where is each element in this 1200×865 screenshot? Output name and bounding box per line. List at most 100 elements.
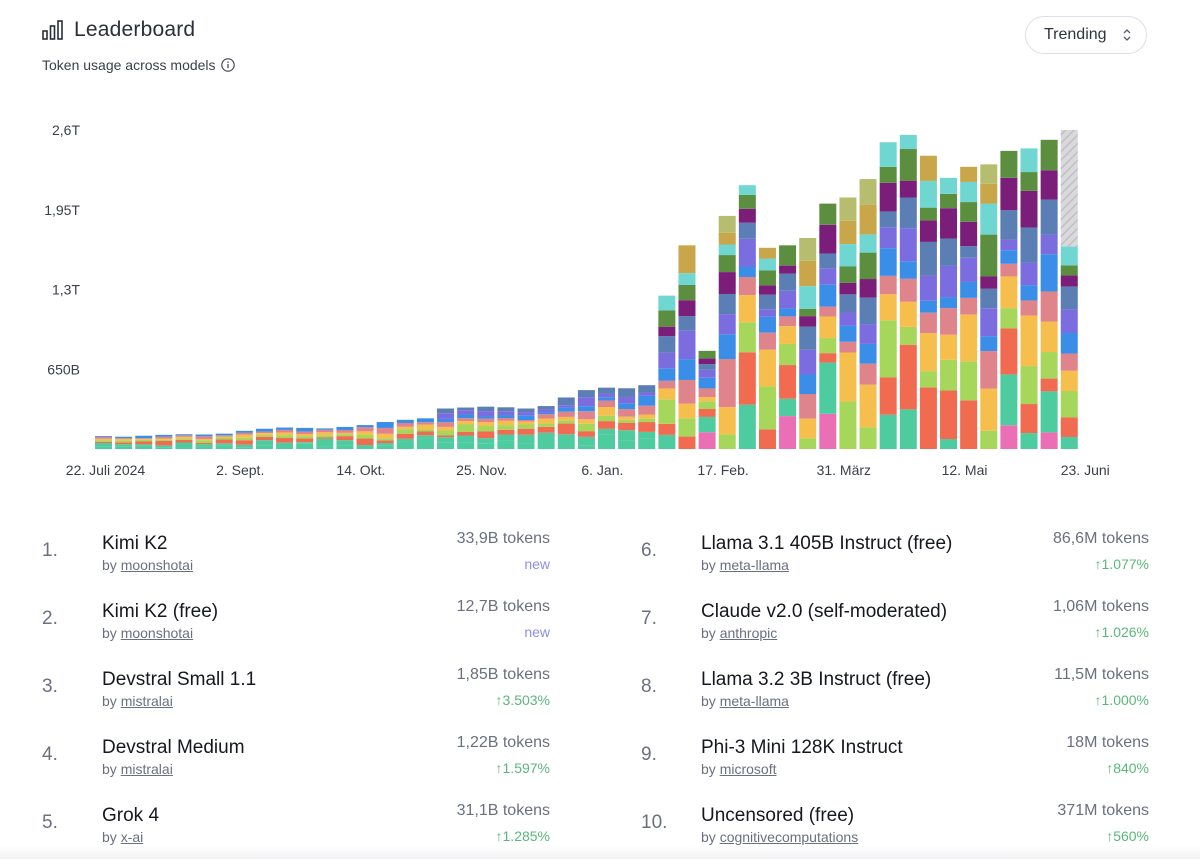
chart-bar[interactable] bbox=[316, 428, 334, 449]
model-name[interactable]: Uncensored (free) bbox=[701, 805, 855, 826]
chart-bar-segment bbox=[577, 419, 595, 424]
info-icon[interactable] bbox=[220, 58, 235, 72]
chart-bar[interactable] bbox=[296, 427, 314, 449]
chart-bar[interactable] bbox=[235, 430, 253, 449]
leaderboard-item[interactable]: 2. Kimi K2 (free) by moonshotai 12,7B token… bbox=[42, 593, 550, 661]
chart-bar[interactable] bbox=[437, 408, 455, 449]
chart-bar[interactable] bbox=[1060, 130, 1078, 449]
chart-bar[interactable] bbox=[658, 295, 676, 449]
model-name[interactable]: Llama 3.2 3B Instruct (free) bbox=[701, 669, 932, 690]
chart-bar[interactable] bbox=[1000, 150, 1018, 449]
chart-bar[interactable] bbox=[799, 237, 817, 449]
chart-bar[interactable] bbox=[1020, 148, 1038, 449]
chart-bar[interactable] bbox=[135, 435, 153, 449]
model-name[interactable]: Claude v2.0 (self-moderated) bbox=[701, 601, 948, 622]
sort-select[interactable]: Trending bbox=[1025, 16, 1147, 54]
chart-bar[interactable] bbox=[577, 390, 595, 449]
author-link[interactable]: anthropic bbox=[719, 625, 778, 641]
chart-bar[interactable] bbox=[718, 215, 736, 449]
chart-bar[interactable] bbox=[638, 385, 656, 449]
chart-bar-segment bbox=[215, 436, 233, 438]
chart-bar[interactable] bbox=[1040, 139, 1058, 449]
chart-bar-segment bbox=[718, 407, 736, 435]
chart-bar[interactable] bbox=[839, 197, 857, 449]
chart-bar[interactable] bbox=[255, 428, 273, 449]
leaderboard-item[interactable]: 7. Claude v2.0 (self-moderated) by anthrop… bbox=[641, 593, 1149, 661]
author-link[interactable]: meta-llama bbox=[719, 693, 789, 709]
chart-bar-segment bbox=[779, 245, 797, 266]
chart-bar[interactable] bbox=[517, 408, 535, 449]
chart-bar[interactable] bbox=[758, 247, 776, 449]
chart-bar[interactable] bbox=[960, 166, 978, 449]
chart-bar[interactable] bbox=[618, 388, 636, 449]
author-link[interactable]: microsoft bbox=[719, 761, 777, 777]
chart-bar[interactable] bbox=[457, 407, 475, 449]
chart-bar[interactable] bbox=[497, 407, 515, 449]
chart-bar[interactable] bbox=[416, 418, 434, 449]
leaderboard-column-right: 6. Llama 3.1 405B Instruct (free) by meta-… bbox=[641, 525, 1149, 865]
chart-bar[interactable] bbox=[899, 134, 917, 449]
chart-bar-segment bbox=[1040, 139, 1058, 171]
model-name[interactable]: Devstral Medium bbox=[102, 737, 245, 758]
chart-bar[interactable] bbox=[215, 433, 233, 449]
chart-bar[interactable] bbox=[95, 436, 112, 449]
author-link[interactable]: moonshotai bbox=[120, 557, 194, 573]
chart-bar[interactable] bbox=[356, 425, 374, 449]
leaderboard-item[interactable]: 6. Llama 3.1 405B Instruct (free) by meta-… bbox=[641, 525, 1149, 593]
chart-bar[interactable] bbox=[537, 406, 555, 449]
chart-bar-segment bbox=[819, 253, 837, 269]
leaderboard-item[interactable]: 4. Devstral Medium by mistralai 1,22B token… bbox=[42, 729, 550, 797]
chart-bar[interactable] bbox=[919, 155, 937, 449]
chart-bar[interactable] bbox=[678, 245, 696, 449]
chart-bar-segment bbox=[598, 393, 615, 398]
leaderboard-item[interactable]: 3. Devstral Small 1.1 by mistralai 1,85B to… bbox=[42, 661, 550, 729]
chart-bar[interactable] bbox=[819, 203, 837, 449]
author-link[interactable]: meta-llama bbox=[719, 557, 789, 573]
chart-bar-segment bbox=[980, 388, 998, 431]
chart-bar[interactable] bbox=[557, 397, 575, 449]
model-name[interactable]: Llama 3.1 405B Instruct (free) bbox=[701, 533, 953, 554]
chart-bar[interactable] bbox=[175, 434, 193, 449]
chart-bar[interactable] bbox=[698, 350, 716, 449]
chart-bar[interactable] bbox=[940, 177, 958, 449]
chart-bar[interactable] bbox=[859, 179, 877, 449]
chart-bar-segment bbox=[537, 414, 555, 419]
by-label: by bbox=[102, 761, 117, 777]
model-name[interactable]: Kimi K2 (free) bbox=[102, 601, 219, 622]
author-link[interactable]: moonshotai bbox=[120, 625, 194, 641]
chart-bar-segment bbox=[738, 194, 756, 209]
leaderboard-item[interactable]: 8. Llama 3.2 3B Instruct (free) by meta-ll… bbox=[641, 661, 1149, 729]
chart-bar[interactable] bbox=[115, 436, 133, 449]
chart-bar-segment bbox=[255, 440, 273, 446]
chart-bar[interactable] bbox=[396, 419, 414, 449]
chart-bar[interactable] bbox=[980, 164, 998, 449]
model-name[interactable]: Kimi K2 bbox=[102, 533, 168, 554]
leaderboard-item[interactable]: 9. Phi-3 Mini 128K Instruct by microsoft 18… bbox=[641, 729, 1149, 797]
chart-bar[interactable] bbox=[879, 142, 897, 449]
chart-bar[interactable] bbox=[195, 434, 213, 449]
leaderboard-item[interactable]: 1. Kimi K2 by moonshotai 33,9B tokens new bbox=[42, 525, 550, 593]
chart-bar[interactable] bbox=[336, 426, 354, 449]
chart-bar-segment bbox=[758, 429, 776, 449]
chart-bar[interactable] bbox=[779, 245, 797, 449]
chart-bar[interactable] bbox=[376, 422, 394, 449]
chart-bar-segment bbox=[215, 437, 233, 440]
chart-bar[interactable] bbox=[276, 427, 294, 449]
chart-bar-segment bbox=[919, 155, 937, 181]
chart-bar-segment bbox=[839, 197, 857, 221]
author-link[interactable]: x-ai bbox=[120, 829, 144, 845]
leaderboard-item[interactable]: 10. Uncensored (free) by cognitivecomputat… bbox=[641, 797, 1149, 865]
chart-bar[interactable] bbox=[738, 185, 756, 449]
model-name[interactable]: Phi-3 Mini 128K Instruct bbox=[701, 737, 903, 758]
chart-bar[interactable] bbox=[477, 406, 495, 449]
chart-bar[interactable] bbox=[598, 387, 615, 449]
author-link[interactable]: mistralai bbox=[120, 693, 173, 709]
chart-bar[interactable] bbox=[155, 434, 173, 449]
model-name[interactable]: Devstral Small 1.1 bbox=[102, 669, 257, 690]
chart-bar-segment bbox=[819, 306, 837, 317]
leaderboard-item[interactable]: 5. Grok 4 by x-ai 31,1B tokens ↑1.285% bbox=[42, 797, 550, 865]
author-link[interactable]: cognitivecomputations bbox=[719, 829, 859, 845]
author-link[interactable]: mistralai bbox=[120, 761, 173, 777]
chart-bar-segment bbox=[960, 257, 978, 282]
model-name[interactable]: Grok 4 bbox=[102, 805, 160, 826]
